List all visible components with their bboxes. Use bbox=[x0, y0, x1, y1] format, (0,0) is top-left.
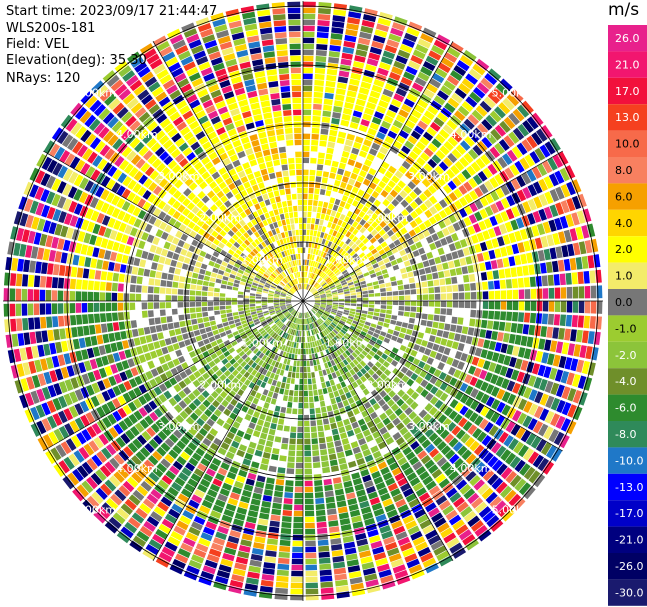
range-ring-label: 1.00km bbox=[325, 337, 367, 350]
colorbar-label: 10.0 bbox=[615, 138, 640, 151]
colorbar-swatch bbox=[608, 526, 647, 553]
colorbar-swatch bbox=[608, 236, 647, 263]
colorbar-label: -30.0 bbox=[615, 586, 643, 599]
range-ring-label: 5.00km bbox=[74, 86, 116, 99]
colorbar-label: -6.0 bbox=[615, 402, 636, 415]
range-ring-label: 5.00km bbox=[74, 504, 116, 517]
colorbar-label: -13.0 bbox=[615, 481, 643, 494]
colorbar-label: -21.0 bbox=[615, 534, 643, 547]
colorbar-swatch bbox=[608, 25, 647, 52]
colorbar-swatch bbox=[608, 341, 647, 369]
colorbar-label: -2.0 bbox=[615, 349, 636, 362]
colorbar-swatch bbox=[608, 447, 647, 474]
colorbar-swatch bbox=[608, 394, 647, 421]
spoke-60 bbox=[302, 300, 454, 561]
colorbar-label: -17.0 bbox=[615, 507, 643, 520]
colorbar-label: -8.0 bbox=[615, 428, 636, 441]
colorbar-swatch bbox=[608, 130, 647, 157]
range-ring-label: 1.00km bbox=[325, 253, 367, 266]
colorbar-swatch bbox=[608, 315, 647, 342]
instrument-text: WLS200s-181 bbox=[6, 21, 96, 36]
spoke-150 bbox=[43, 300, 304, 452]
start-time-text: Start time: 2023/09/17 21:44:47 bbox=[6, 4, 218, 19]
range-ring-label: 4.00km bbox=[450, 128, 492, 141]
colorbar-unit: m/s bbox=[608, 0, 640, 20]
colorbar-label: 8.0 bbox=[615, 164, 633, 177]
velocity-colorbar: 26.0 21.0 17.0 13.0 10.0 8.0 6.0 4.0 2.0 1.0 0.0 -1… bbox=[608, 25, 647, 606]
colorbar-swatch bbox=[608, 104, 647, 131]
range-ring-label: 4.00km bbox=[450, 462, 492, 475]
range-ring-label: 5.00km bbox=[492, 504, 534, 517]
colorbar-label: 0.0 bbox=[615, 296, 633, 309]
range-ring-label: 2.00km bbox=[366, 378, 408, 391]
colorbar-swatch bbox=[608, 289, 647, 316]
colorbar-label: 4.0 bbox=[615, 217, 633, 230]
spoke-330 bbox=[302, 150, 563, 302]
range-ring-label: 1.00km bbox=[241, 337, 283, 350]
spoke-240 bbox=[152, 41, 304, 302]
spoke-300 bbox=[302, 41, 454, 302]
azimuth-spokes bbox=[3, 1, 603, 601]
colorbar-swatch bbox=[608, 421, 647, 448]
elevation-text: Elevation(deg): 35.30 bbox=[6, 53, 147, 68]
range-ring-label: 3.00km bbox=[408, 420, 450, 433]
colorbar-swatch bbox=[608, 579, 647, 606]
colorbar-label: 2.0 bbox=[615, 243, 633, 256]
colorbar-label: 17.0 bbox=[615, 85, 640, 98]
nrays-text: NRays: 120 bbox=[6, 71, 81, 86]
colorbar-swatch bbox=[608, 553, 647, 580]
spoke-30 bbox=[302, 300, 563, 452]
colorbar-swatch bbox=[608, 209, 647, 237]
range-ring-label: 3.00km bbox=[158, 170, 200, 183]
range-ring-label: 3.00km bbox=[158, 420, 200, 433]
colorbar-label: 13.0 bbox=[615, 111, 640, 124]
colorbar-swatch bbox=[608, 183, 647, 210]
radial-velocity-bins bbox=[3, 1, 603, 601]
range-ring-label: 5.00km bbox=[492, 86, 534, 99]
colorbar-swatch bbox=[608, 262, 647, 289]
colorbar-swatch bbox=[608, 473, 647, 501]
colorbar-swatch bbox=[608, 500, 647, 527]
colorbar-swatch bbox=[608, 157, 647, 184]
range-ring-label: 3.00km bbox=[408, 170, 450, 183]
range-ring-labels: 1.00km 1.00km 1.00km 1.00km 2.00km 2.00km 2.00… bbox=[74, 86, 533, 516]
colorbar-label: -1.0 bbox=[615, 322, 636, 335]
colorbar-label: -26.0 bbox=[615, 560, 643, 573]
range-ring-label: 1.00km bbox=[241, 253, 283, 266]
colorbar-swatch bbox=[608, 77, 647, 105]
range-ring-label: 2.00km bbox=[200, 212, 242, 225]
colorbar-swatch bbox=[608, 51, 647, 78]
spoke-120 bbox=[152, 300, 304, 561]
field-text: Field: VEL bbox=[6, 37, 69, 52]
range-ring-label: 4.00km bbox=[116, 462, 158, 475]
colorbar-label: 26.0 bbox=[615, 32, 640, 45]
colorbar-label: 21.0 bbox=[615, 58, 640, 71]
colorbar-label: -10.0 bbox=[615, 454, 643, 467]
colorbar-label: -4.0 bbox=[615, 375, 636, 388]
range-ring-label: 2.00km bbox=[366, 212, 408, 225]
range-ring-label: 2.00km bbox=[200, 378, 242, 391]
colorbar-label: 6.0 bbox=[615, 190, 633, 203]
colorbar-swatch bbox=[608, 368, 647, 395]
colorbar-label: 1.0 bbox=[615, 270, 633, 283]
range-ring-label: 4.00km bbox=[116, 128, 158, 141]
spoke-210 bbox=[43, 150, 304, 302]
